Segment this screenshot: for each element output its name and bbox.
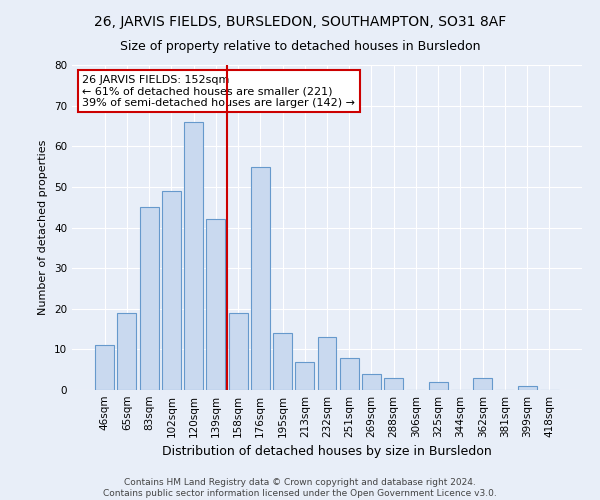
Bar bbox=[118, 313, 136, 390]
Text: 26 JARVIS FIELDS: 152sqm
← 61% of detached houses are smaller (221)
39% of semi-: 26 JARVIS FIELDS: 152sqm ← 61% of detach… bbox=[82, 74, 355, 108]
Bar bbox=[140, 207, 158, 390]
Bar bbox=[473, 378, 492, 390]
Bar bbox=[384, 378, 403, 390]
Text: 26, JARVIS FIELDS, BURSLEDON, SOUTHAMPTON, SO31 8AF: 26, JARVIS FIELDS, BURSLEDON, SOUTHAMPTO… bbox=[94, 15, 506, 29]
Bar bbox=[429, 382, 448, 390]
Bar bbox=[184, 122, 203, 390]
Bar bbox=[362, 374, 381, 390]
Bar bbox=[273, 333, 292, 390]
Bar bbox=[295, 362, 314, 390]
Bar bbox=[162, 191, 181, 390]
Bar bbox=[251, 166, 270, 390]
Y-axis label: Number of detached properties: Number of detached properties bbox=[38, 140, 49, 315]
Bar bbox=[95, 346, 114, 390]
Bar bbox=[518, 386, 536, 390]
X-axis label: Distribution of detached houses by size in Bursledon: Distribution of detached houses by size … bbox=[162, 446, 492, 458]
Bar bbox=[317, 337, 337, 390]
Text: Contains HM Land Registry data © Crown copyright and database right 2024.
Contai: Contains HM Land Registry data © Crown c… bbox=[103, 478, 497, 498]
Bar bbox=[206, 220, 225, 390]
Text: Size of property relative to detached houses in Bursledon: Size of property relative to detached ho… bbox=[120, 40, 480, 53]
Bar bbox=[340, 358, 359, 390]
Bar bbox=[229, 313, 248, 390]
